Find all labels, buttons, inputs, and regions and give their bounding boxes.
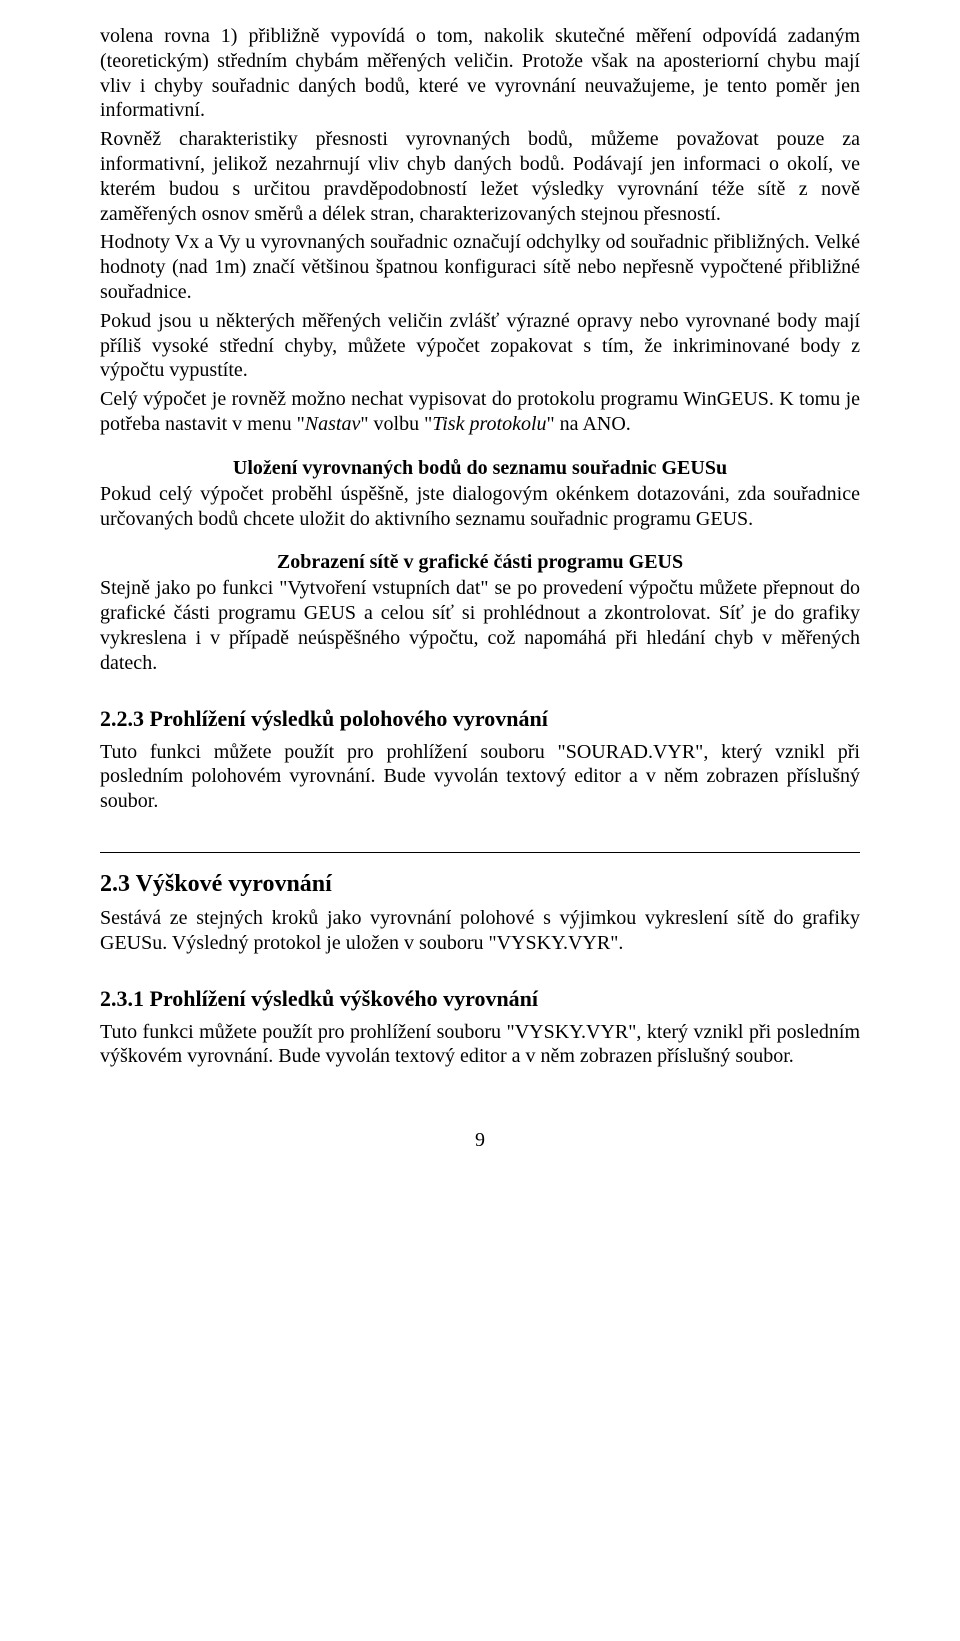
paragraph: Tuto funkci můžete použít pro prohlížení… [100, 740, 860, 814]
heading-2-3-1: 2.3.1 Prohlížení výsledků výškového vyro… [100, 986, 860, 1012]
subheading-display-network: Zobrazení sítě v grafické části programu… [100, 551, 860, 574]
italic-text: Tisk protokolu [432, 413, 546, 435]
subheading-save-points: Uložení vyrovnaných bodů do seznamu souř… [100, 457, 860, 480]
paragraph: Pokud celý výpočet proběhl úspěšně, jste… [100, 482, 860, 532]
italic-text: Nastav [305, 413, 361, 435]
paragraph: Tuto funkci můžete použít pro prohlížení… [100, 1020, 860, 1070]
heading-2-3: 2.3 Výškové vyrovnání [100, 871, 860, 898]
paragraph: Rovněž charakteristiky přesnosti vyrovna… [100, 127, 860, 226]
paragraph: Stejně jako po funkci "Vytvoření vstupní… [100, 576, 860, 675]
paragraph: volena rovna 1) přibližně vypovídá o tom… [100, 24, 860, 123]
heading-2-2-3: 2.2.3 Prohlížení výsledků polohového vyr… [100, 706, 860, 732]
paragraph: Hodnoty Vx a Vy u vyrovnaných souřadnic … [100, 230, 860, 304]
horizontal-rule [100, 852, 860, 853]
document-page: volena rovna 1) přibližně vypovídá o tom… [0, 0, 960, 1192]
paragraph: Pokud jsou u některých měřených veličin … [100, 309, 860, 383]
text-run: " na ANO. [547, 413, 631, 435]
page-number: 9 [100, 1129, 860, 1152]
paragraph: Celý výpočet je rovněž možno nechat vypi… [100, 387, 860, 437]
paragraph: Sestává ze stejných kroků jako vyrovnání… [100, 906, 860, 956]
text-run: " volbu " [360, 413, 432, 435]
